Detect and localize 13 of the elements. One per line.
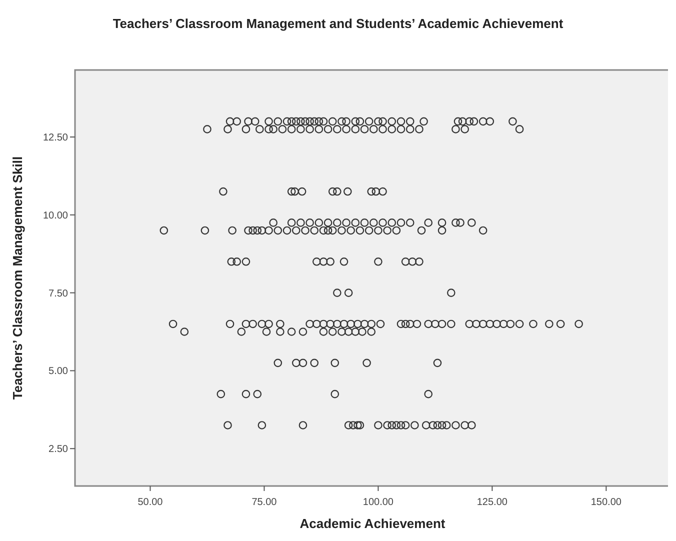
y-tick-label: 12.50 bbox=[42, 132, 68, 144]
y-tick-label: 7.50 bbox=[48, 288, 68, 300]
y-tick-label: 2.50 bbox=[48, 444, 68, 456]
x-tick-label: 50.00 bbox=[138, 497, 164, 508]
chart-title: Teachers’ Classroom Management and Students’ Academic Achievement bbox=[112, 16, 564, 31]
x-tick-label: 100.00 bbox=[362, 497, 394, 508]
x-tick-label: 75.00 bbox=[252, 497, 278, 508]
x-tick-label: 125.00 bbox=[476, 497, 508, 508]
y-tick-label: 10.00 bbox=[42, 210, 68, 222]
x-tick-label: 150.00 bbox=[590, 497, 622, 508]
y-tick-label: 5.00 bbox=[48, 366, 68, 378]
y-axis-title: Teachers’ Classroom Management Skill bbox=[10, 156, 25, 400]
x-axis-title: Academic Achievement bbox=[300, 516, 446, 531]
